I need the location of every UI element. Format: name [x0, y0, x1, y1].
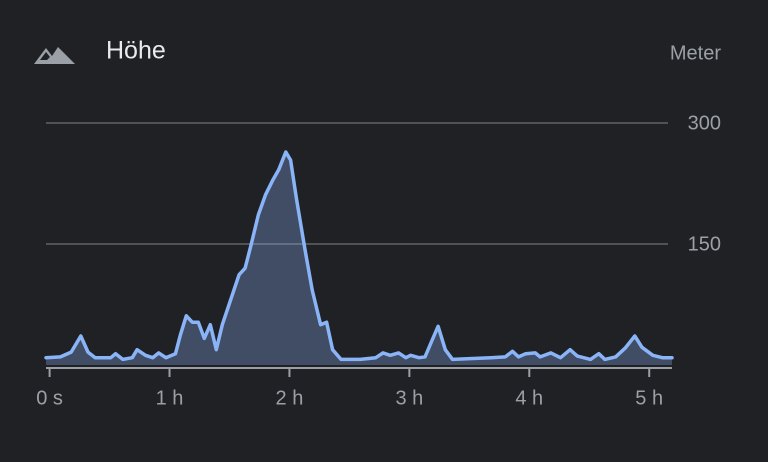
x-tick-label: 3 h: [395, 387, 423, 409]
x-tick-label: 2 h: [276, 387, 304, 409]
mountain-icon: [34, 47, 75, 64]
x-tick-label: 4 h: [515, 387, 543, 409]
y-tick-label: 150: [688, 233, 721, 255]
x-tick-label: 0 s: [36, 387, 63, 409]
line: [44, 150, 674, 362]
x-tick-label: 1 h: [156, 387, 184, 409]
chart-title: Höhe: [106, 37, 166, 65]
x-tick-label: 5 h: [635, 387, 663, 409]
y-tick-label: 300: [688, 112, 721, 134]
y-unit: Meter: [670, 42, 721, 64]
